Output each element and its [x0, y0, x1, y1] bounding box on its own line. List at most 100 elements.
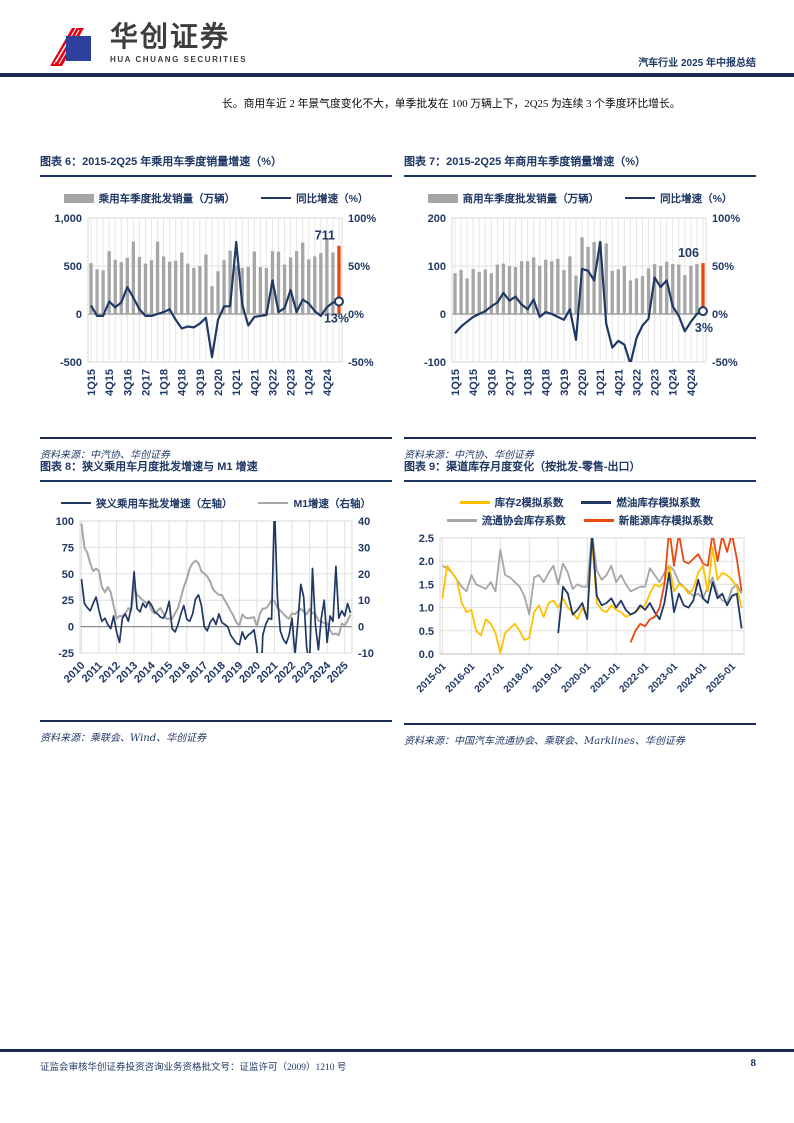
brand-logo: 华创证券 HUA CHUANG SECURITIES: [46, 22, 247, 72]
figure-9: 图表 9：渠道库存月度变化（按批发-零售-出口） 库存2模拟系数 燃油库存模拟系数…: [404, 458, 756, 747]
legend-swatch: [60, 501, 91, 505]
svg-text:4Q15: 4Q15: [468, 369, 480, 396]
svg-text:1Q21: 1Q21: [231, 369, 243, 396]
legend-label: 燃油库存模拟系数: [616, 497, 701, 509]
figure-9-legend: 库存2模拟系数 燃油库存模拟系数流通协会库存系数 新能源库存模拟系数: [404, 495, 756, 528]
svg-text:3%: 3%: [695, 321, 713, 335]
svg-text:1Q21: 1Q21: [595, 369, 607, 396]
svg-text:2.0: 2.0: [419, 556, 434, 568]
legend-item: 乘用车季度批发销量（万辆）: [63, 190, 236, 206]
legend-item: 同比增速（%）: [625, 190, 732, 206]
legend-swatch: [583, 519, 614, 522]
svg-text:50%: 50%: [712, 261, 734, 273]
svg-text:4Q24: 4Q24: [322, 368, 334, 396]
svg-text:20: 20: [358, 569, 370, 581]
svg-text:2015-01: 2015-01: [415, 661, 449, 695]
legend-label: 流通协会库存系数: [481, 515, 566, 527]
svg-text:3Q16: 3Q16: [486, 369, 498, 396]
svg-text:1Q18: 1Q18: [523, 369, 535, 396]
legend-item: 流通协会库存系数: [446, 513, 566, 528]
legend-label: 乘用车季度批发销量（万辆）: [98, 192, 236, 205]
chart-8-canvas: 1007550250-25403020100-10201020112012201…: [56, 516, 374, 686]
footer-license: 证监会审核华创证券投资咨询业务资格批文号：证监许可（2009）1210 号: [40, 1063, 347, 1073]
svg-text:2.5: 2.5: [419, 533, 434, 545]
svg-text:2018-01: 2018-01: [502, 661, 536, 695]
figure-8-source: 资料来源：乘联会、Wind、华创证券: [40, 733, 207, 744]
svg-text:1.0: 1.0: [419, 603, 434, 615]
svg-text:2Q20: 2Q20: [577, 369, 589, 396]
figure-6-title: 图表 6：2015-2Q25 年乘用车季度销量增速（%）: [40, 153, 392, 177]
figure-9-title: 图表 9：渠道库存月度变化（按批发-零售-出口）: [404, 458, 756, 482]
brand-subtitle: HUA CHUANG SECURITIES: [110, 55, 248, 64]
figure-9-chart: 2.5 2.0 1.5 1.0 0.5 0.0 2015-01 2016-01 2017-01 2…: [404, 530, 756, 717]
figure-8-chart: 100 75 50 25 0 -25 40 30 20 10 0 -10 2010 2011 2012 201…: [40, 513, 392, 714]
figure-6-source: 资料来源：中汽协、华创证券: [40, 450, 170, 461]
svg-text:2024-01: 2024-01: [675, 661, 709, 695]
legend-item: 库存2模拟系数: [459, 495, 564, 510]
svg-text:50: 50: [62, 569, 74, 581]
svg-text:0%: 0%: [348, 309, 364, 321]
svg-text:-50%: -50%: [348, 357, 374, 369]
chart-9-canvas: 2.52.01.51.00.50.02015-012016-012017-012…: [415, 533, 745, 695]
legend-label: M1增速（右轴）: [293, 497, 372, 510]
svg-text:100: 100: [56, 516, 74, 528]
svg-text:2025: 2025: [325, 660, 351, 686]
svg-text:4Q18: 4Q18: [541, 369, 553, 396]
legend-label: 库存2模拟系数: [494, 497, 564, 509]
svg-text:0: 0: [76, 309, 82, 321]
legend-item: 新能源库存模拟系数: [583, 513, 714, 528]
svg-text:3Q22: 3Q22: [267, 369, 279, 396]
brand-logo-icon: [50, 27, 91, 66]
svg-text:3Q19: 3Q19: [559, 369, 571, 396]
legend-label: 同比增速（%）: [660, 192, 733, 205]
legend-swatch: [459, 501, 490, 504]
svg-text:711: 711: [315, 229, 335, 243]
svg-text:0: 0: [358, 622, 364, 634]
figure-7: 图表 7：2015-2Q25 年商用车季度销量增速（%） 商用车季度批发销量（万…: [404, 153, 756, 461]
svg-text:-25: -25: [58, 648, 74, 660]
legend-swatch: [427, 193, 458, 203]
figure-7-legend: 商用车季度批发销量（万辆） 同比增速（%）: [404, 190, 756, 206]
figure-6-legend: 乘用车季度批发销量（万辆） 同比增速（%）: [40, 190, 392, 206]
report-title: 汽车行业 2025 年中报总结: [638, 58, 756, 69]
svg-text:2Q17: 2Q17: [140, 369, 152, 396]
svg-text:2021-01: 2021-01: [589, 661, 623, 695]
brand-name: 华创证券: [110, 21, 231, 52]
svg-text:50%: 50%: [348, 261, 370, 273]
svg-text:2Q23: 2Q23: [650, 369, 662, 396]
svg-text:4Q21: 4Q21: [613, 369, 625, 396]
legend-swatch: [446, 519, 477, 522]
svg-text:75: 75: [62, 542, 74, 554]
body-paragraph: 长。商用车近 2 年景气度变化不大，单季批发在 100 万辆上下，2Q25 为连…: [222, 98, 681, 110]
svg-text:2023-01: 2023-01: [646, 661, 680, 695]
svg-text:1Q15: 1Q15: [450, 369, 462, 396]
svg-text:-100: -100: [424, 357, 446, 369]
svg-text:2025-01: 2025-01: [704, 661, 738, 695]
svg-text:-10: -10: [358, 648, 374, 660]
footer-rule: [0, 1049, 794, 1052]
svg-text:40: 40: [358, 516, 370, 528]
header-rule: [0, 73, 794, 77]
figure-8: 图表 8：狭义乘用车月度批发增速与 M1 增速 狭义乘用车批发增速（左轴） M1增…: [40, 458, 392, 744]
svg-text:1,000: 1,000: [54, 213, 82, 225]
svg-text:2022-01: 2022-01: [617, 661, 651, 695]
svg-text:100: 100: [428, 261, 446, 273]
svg-text:0%: 0%: [712, 309, 728, 321]
svg-text:1Q24: 1Q24: [304, 368, 316, 396]
legend-label: 新能源库存模拟系数: [618, 515, 714, 527]
figure-6-rule: [40, 437, 392, 439]
svg-text:4Q15: 4Q15: [104, 369, 116, 396]
svg-text:30: 30: [358, 542, 370, 554]
svg-text:2017-01: 2017-01: [473, 661, 507, 695]
svg-text:0: 0: [440, 309, 446, 321]
legend-swatch: [258, 501, 289, 505]
legend-item: 狭义乘用车批发增速（左轴）: [60, 495, 232, 511]
svg-text:200: 200: [428, 213, 446, 225]
figure-6-chart: 1,000 500 0 -500 100% 50% 0% -50% 1Q15 4Q15 3Q16 2Q…: [40, 208, 392, 431]
svg-text:-50%: -50%: [712, 357, 738, 369]
svg-text:10: 10: [358, 595, 370, 607]
svg-text:500: 500: [64, 261, 82, 273]
chart-7-canvas: 200 100 0 -100 100% 50% 0% -50% 1Q15 4Q15 3Q16 2Q17…: [424, 213, 740, 396]
svg-text:2Q17: 2Q17: [504, 369, 516, 396]
legend-item: 同比增速（%）: [261, 190, 368, 206]
